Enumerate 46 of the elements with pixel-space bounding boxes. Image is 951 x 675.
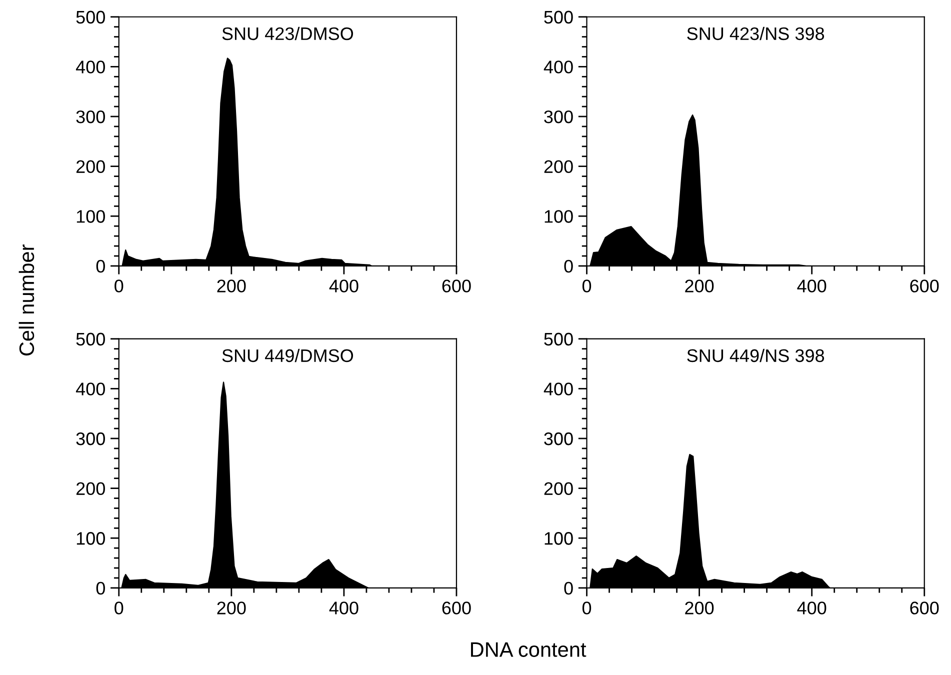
chart-title: SNU 449/DMSO — [222, 348, 354, 362]
x-tick-label: 200 — [685, 602, 714, 614]
x-tick-label: 600 — [910, 280, 939, 292]
x-tick-label: 0 — [114, 280, 124, 292]
y-tick-label: 100 — [544, 532, 573, 545]
x-tick-label: 400 — [329, 280, 358, 292]
x-tick-label: 600 — [910, 602, 939, 614]
x-axis-title: DNA content — [471, 642, 586, 657]
x-tick-label: 0 — [582, 602, 592, 614]
y-tick-label: 100 — [544, 210, 573, 223]
y-tick-label: 0 — [564, 582, 573, 595]
y-tick-label: 200 — [76, 160, 105, 174]
y-tick-label: 500 — [76, 10, 105, 24]
y-tick-label: 400 — [544, 382, 573, 396]
y-tick-label: 300 — [544, 110, 573, 124]
y-tick-label: 500 — [544, 332, 573, 346]
x-tick-label: 600 — [442, 280, 471, 292]
y-tick-label: 300 — [544, 432, 573, 446]
y-tick-label: 300 — [76, 432, 105, 446]
y-tick-label: 500 — [76, 332, 105, 346]
y-tick-label: 200 — [544, 482, 573, 496]
x-tick-label: 400 — [797, 280, 826, 292]
x-tick-label: 200 — [217, 602, 246, 614]
chart-title: SNU 423/DMSO — [222, 26, 354, 40]
y-tick-label: 300 — [76, 110, 105, 124]
y-tick-label: 100 — [76, 210, 105, 223]
y-tick-label: 400 — [544, 60, 573, 74]
x-tick-label: 200 — [685, 280, 714, 292]
y-tick-label: 0 — [96, 582, 105, 595]
y-tick-label: 400 — [76, 382, 105, 396]
y-tick-label: 0 — [96, 260, 105, 273]
x-tick-label: 400 — [797, 602, 826, 614]
y-tick-label: 500 — [544, 10, 573, 24]
x-tick-label: 600 — [442, 602, 471, 614]
y-tick-label: 100 — [76, 532, 105, 545]
chart-title: SNU 423/NS 398 — [687, 26, 824, 40]
y-tick-label: 200 — [544, 160, 573, 174]
x-tick-label: 0 — [582, 280, 592, 292]
y-axis-title: Cell number — [18, 244, 34, 356]
x-tick-label: 0 — [114, 602, 124, 614]
x-tick-label: 400 — [329, 602, 358, 614]
chart-title: SNU 449/NS 398 — [687, 348, 824, 362]
x-tick-label: 200 — [217, 280, 246, 292]
y-tick-label: 200 — [76, 482, 105, 496]
y-tick-label: 400 — [76, 60, 105, 74]
y-tick-label: 0 — [564, 260, 573, 273]
